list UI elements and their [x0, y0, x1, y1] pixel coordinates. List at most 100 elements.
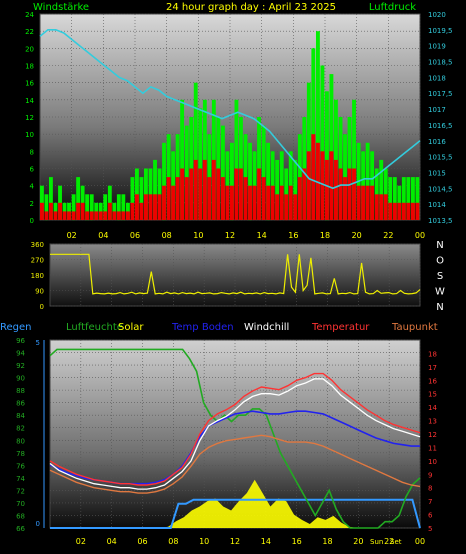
- y-tick-left: 18: [25, 63, 34, 71]
- gust-bar: [325, 91, 329, 221]
- mean-bar: [329, 151, 334, 220]
- x-tick: 06: [130, 231, 140, 240]
- gust-bar: [171, 151, 176, 220]
- y-tick-right: 1015: [428, 169, 446, 177]
- mean-bar: [121, 211, 126, 220]
- y-tick-right: 1019,5: [428, 27, 453, 35]
- gust-bar: [383, 168, 388, 220]
- rain-tick: 0: [36, 520, 40, 528]
- x-tick: 00: [415, 231, 425, 240]
- mean-bar: [325, 159, 329, 220]
- mean-bar: [107, 202, 112, 220]
- y-tick-left: 72: [16, 487, 25, 495]
- x-tick: 18: [322, 537, 332, 546]
- x-tick: 04: [107, 537, 117, 546]
- compass-label: N: [436, 240, 443, 251]
- mean-bar: [306, 151, 311, 220]
- gust-bar: [162, 142, 166, 221]
- sunset-label: Set: [390, 538, 402, 546]
- mean-bar: [270, 185, 275, 220]
- mean-bar: [130, 202, 135, 220]
- x-tick: 06: [137, 537, 147, 546]
- mean-bar: [216, 168, 221, 220]
- gust-bar: [135, 168, 139, 220]
- rain-line: [50, 498, 421, 529]
- legend-item: Windchill: [244, 322, 289, 333]
- gust-bar: [198, 108, 203, 220]
- gust-bar: [130, 177, 135, 220]
- gust-bar: [352, 99, 356, 220]
- gust-bar: [153, 159, 157, 220]
- gust-bar: [316, 31, 320, 221]
- mean-bar: [198, 168, 203, 220]
- y-tick-left: 360: [31, 241, 44, 249]
- y-tick-left: 66: [16, 525, 25, 533]
- y-tick-right: 5: [428, 525, 432, 533]
- gust-bar: [49, 177, 53, 220]
- y-tick-left: 20: [25, 45, 34, 53]
- gust-bar: [144, 168, 148, 220]
- mean-bar: [112, 211, 117, 220]
- x-tick: 16: [288, 231, 298, 240]
- gust-bar: [157, 168, 162, 220]
- gust-bar: [370, 151, 375, 220]
- y-tick-right: 1018,5: [428, 59, 453, 67]
- mean-bar: [85, 211, 90, 220]
- mean-bar: [153, 194, 157, 221]
- y-tick-left: 76: [16, 462, 25, 470]
- pressure-series: [39, 28, 421, 190]
- y-tick-left: 74: [16, 475, 25, 483]
- gust-bar: [85, 194, 90, 221]
- y-tick-left: 90: [35, 288, 44, 296]
- gust-bar: [248, 142, 252, 221]
- x-axis-1: 02 04 06 08 10 12 14 16 18 20 22 00: [67, 231, 426, 240]
- humidity-line: [49, 348, 421, 529]
- mean-bar: [406, 202, 411, 220]
- y-tick-right: 1020: [428, 11, 446, 19]
- mean-bar: [58, 202, 62, 220]
- mean-bar: [202, 159, 207, 220]
- y-tick-right: 1015,5: [428, 154, 453, 162]
- grid-3: [50, 339, 421, 529]
- y-tick-right: 6: [428, 512, 433, 520]
- compass-label: O: [436, 256, 444, 267]
- mean-bar: [94, 211, 99, 220]
- x-tick: 20: [353, 537, 363, 546]
- mean-bar: [67, 211, 71, 220]
- mean-bar: [334, 159, 338, 220]
- legend-item: Luftfeuchte: [66, 322, 123, 333]
- y-tick-left: 2: [30, 200, 34, 208]
- mean-bar: [343, 177, 347, 220]
- gust-bar: [252, 151, 257, 220]
- y-tick-right: 1014: [428, 201, 446, 209]
- mean-bar: [184, 177, 189, 220]
- y-tick-right: 1018: [428, 74, 446, 82]
- x-tick: 20: [352, 231, 362, 240]
- gust-bar: [365, 142, 370, 221]
- mean-bar: [370, 185, 375, 220]
- y-tick-left: 4: [30, 183, 35, 191]
- mean-bar: [397, 202, 402, 220]
- mean-bar: [297, 177, 302, 220]
- legend-item: Regen: [0, 322, 32, 333]
- y-tick-right: 13: [428, 418, 437, 426]
- mean-bar: [225, 185, 230, 220]
- x-tick: 10: [193, 231, 203, 240]
- sunset-label: Sun: [370, 538, 383, 546]
- mean-bar: [316, 142, 320, 221]
- mean-bar: [383, 194, 388, 221]
- gust-bar: [320, 65, 325, 220]
- mean-bar: [40, 202, 44, 220]
- mean-bar: [44, 211, 49, 220]
- gust-bar: [180, 99, 185, 220]
- y-tick-left: 94: [16, 350, 25, 358]
- mean-bar: [139, 202, 144, 220]
- x-tick: 12: [230, 537, 240, 546]
- gust-bar: [275, 159, 280, 220]
- x-tick: 02: [76, 537, 86, 546]
- y-tick-left: 14: [25, 97, 34, 105]
- x-tick: 18: [320, 231, 330, 240]
